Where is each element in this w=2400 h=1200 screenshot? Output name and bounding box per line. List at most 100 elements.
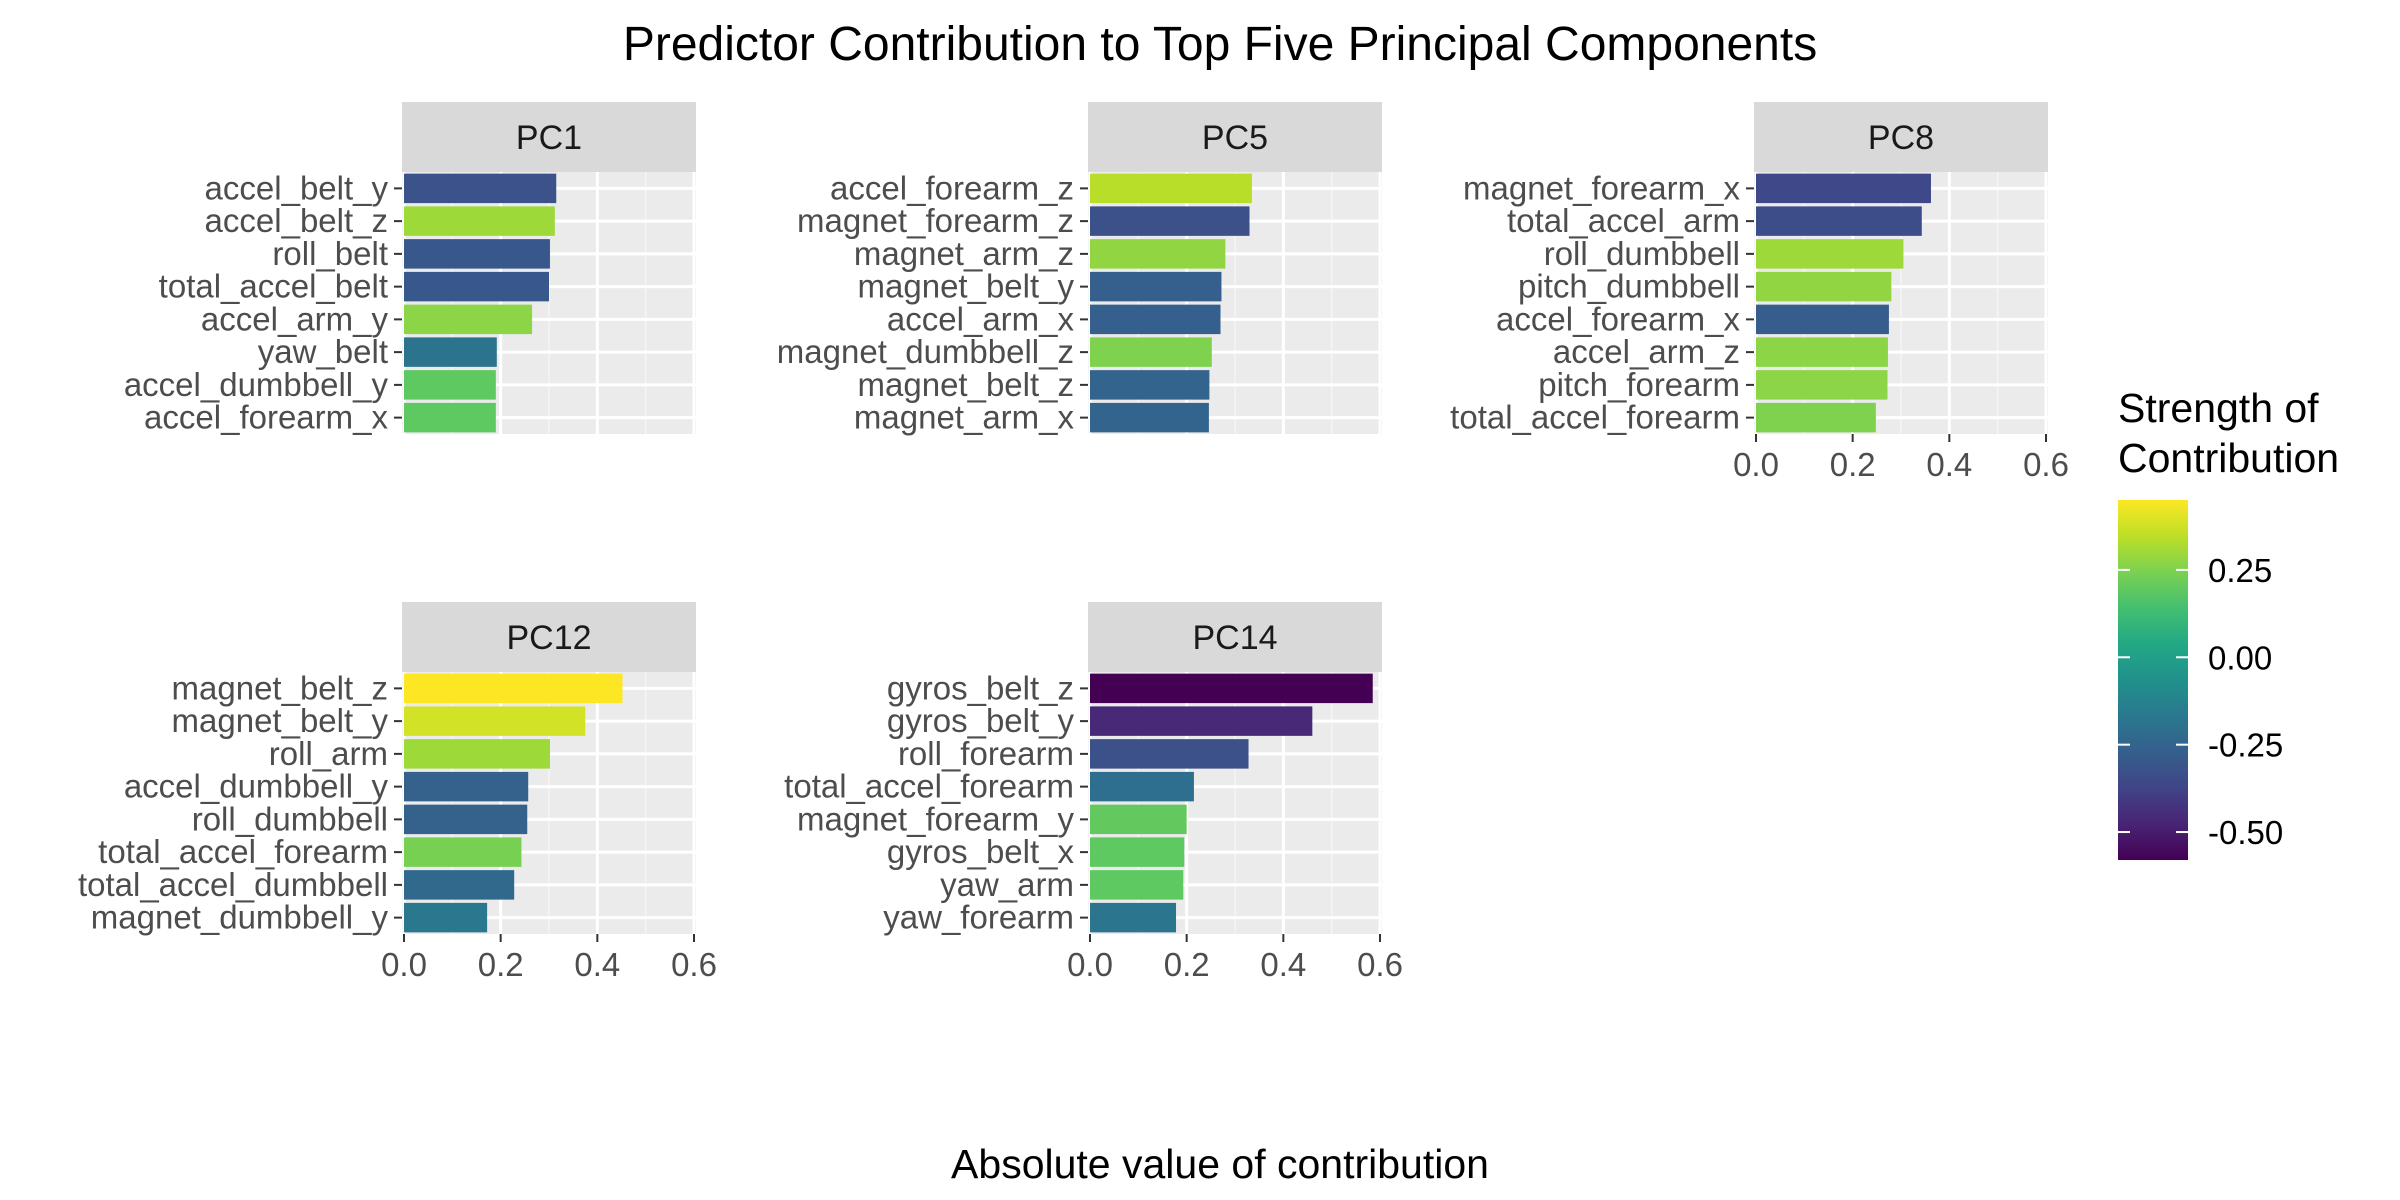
- bar-accel_dumbbell_y: [404, 771, 529, 802]
- facet-strip: [402, 602, 696, 672]
- facet-strip: [402, 102, 696, 172]
- category-label: magnet_belt_y: [858, 268, 1075, 305]
- facet-label: PC1: [516, 119, 582, 157]
- category-label: gyros_belt_x: [887, 833, 1075, 870]
- x-tick-label: 0.2: [1164, 946, 1210, 983]
- category-label: total_accel_forearm: [1450, 399, 1740, 436]
- panel-pc8: PC8 magnet_forearm_xtotal_accel_armroll_d…: [1450, 102, 2069, 483]
- x-tick-label: 0.6: [1357, 946, 1403, 983]
- category-label: magnet_arm_z: [854, 235, 1074, 272]
- colorbar-label: 0.00: [2208, 639, 2272, 676]
- bar-magnet_dumbbell_z: [1090, 337, 1212, 367]
- x-tick-label: 0.2: [1830, 446, 1876, 483]
- category-label: total_accel_forearm: [98, 833, 388, 870]
- category-label: pitch_forearm: [1538, 366, 1740, 403]
- category-label: gyros_belt_z: [887, 669, 1074, 706]
- bar-magnet_forearm_y: [1090, 804, 1187, 835]
- x-tick-label: 0.0: [1733, 446, 1779, 483]
- bar-accel_arm_z: [1756, 337, 1888, 367]
- legend-title: Strength of: [2118, 385, 2319, 431]
- legend-title: Contribution: [2118, 435, 2339, 481]
- x-tick-label: 0.4: [1926, 446, 1972, 483]
- category-label: yaw_belt: [258, 333, 388, 370]
- category-label: magnet_arm_x: [854, 399, 1075, 436]
- bar-total_accel_dumbbell: [404, 870, 515, 900]
- bar-magnet_dumbbell_y: [404, 902, 488, 933]
- x-axis-label: Absolute value of contribution: [951, 1141, 1489, 1187]
- bar-magnet_forearm_z: [1090, 206, 1250, 236]
- bar-roll_arm: [404, 739, 550, 769]
- bar-accel_belt_z: [404, 206, 555, 236]
- bar-roll_belt: [404, 239, 550, 269]
- bar-gyros_belt_y: [1090, 706, 1313, 736]
- colorbar-label: -0.50: [2208, 814, 2283, 851]
- category-label: accel_dumbbell_y: [124, 366, 389, 403]
- colorbar-label: 0.25: [2208, 552, 2272, 589]
- category-label: accel_arm_x: [887, 300, 1075, 337]
- category-label: accel_forearm_x: [1496, 300, 1740, 337]
- facet-strip: [1088, 102, 1382, 172]
- bar-magnet_forearm_x: [1756, 173, 1931, 204]
- x-tick-label: 0.0: [381, 946, 427, 983]
- category-label: accel_arm_y: [201, 300, 389, 337]
- category-label: accel_forearm_z: [830, 169, 1074, 206]
- category-label: roll_forearm: [898, 735, 1074, 772]
- category-label: total_accel_forearm: [784, 768, 1074, 805]
- bar-accel_forearm_x: [404, 402, 496, 433]
- category-label: total_accel_belt: [159, 268, 388, 305]
- bar-total_accel_forearm: [1090, 771, 1194, 802]
- bar-pitch_forearm: [1756, 370, 1888, 400]
- chart-title: Predictor Contribution to Top Five Princ…: [623, 18, 1817, 71]
- bar-magnet_arm_x: [1090, 402, 1209, 433]
- category-label: accel_forearm_x: [144, 399, 388, 436]
- category-label: roll_dumbbell: [192, 800, 388, 837]
- category-label: total_accel_dumbbell: [78, 866, 388, 903]
- bar-accel_arm_x: [1090, 304, 1221, 335]
- bar-pitch_dumbbell: [1756, 271, 1892, 302]
- category-label: magnet_forearm_x: [1463, 169, 1740, 206]
- x-tick-label: 0.6: [671, 946, 717, 983]
- bar-yaw_forearm: [1090, 902, 1177, 933]
- panel-pc14: PC14 gyros_belt_zgyros_belt_yroll_forearm…: [784, 602, 1403, 983]
- category-label: accel_dumbbell_y: [124, 768, 389, 805]
- bar-total_accel_forearm: [1756, 402, 1876, 433]
- bar-accel_arm_y: [404, 304, 533, 335]
- category-label: accel_belt_y: [205, 169, 389, 206]
- facet-label: PC12: [506, 619, 591, 657]
- bar-roll_dumbbell: [1756, 239, 1904, 269]
- facet-label: PC8: [1868, 119, 1934, 157]
- category-label: magnet_belt_z: [172, 669, 388, 706]
- x-tick-label: 0.0: [1067, 946, 1113, 983]
- colorbar-label: -0.25: [2208, 727, 2283, 764]
- category-label: magnet_dumbbell_y: [91, 899, 389, 936]
- x-tick-label: 0.2: [478, 946, 524, 983]
- bar-yaw_belt: [404, 337, 497, 367]
- bar-total_accel_arm: [1756, 206, 1922, 236]
- bar-gyros_belt_z: [1090, 673, 1373, 704]
- bar-accel_forearm_x: [1756, 304, 1889, 335]
- category-label: yaw_forearm: [883, 899, 1074, 936]
- bar-total_accel_belt: [404, 271, 549, 302]
- bar-magnet_belt_y: [1090, 271, 1222, 302]
- bar-magnet_belt_z: [404, 673, 623, 704]
- colorbar: [2118, 500, 2188, 860]
- panel-pc12: PC12 magnet_belt_zmagnet_belt_yroll_armac…: [78, 602, 717, 983]
- facet-label: PC5: [1202, 119, 1268, 157]
- panel-pc1: PC1 accel_belt_yaccel_belt_zroll_belttota…: [124, 102, 696, 436]
- x-tick-label: 0.4: [574, 946, 620, 983]
- bar-total_accel_forearm: [404, 837, 522, 867]
- bar-magnet_arm_z: [1090, 239, 1226, 269]
- panel-pc5: PC5 accel_forearm_zmagnet_forearm_zmagnet…: [777, 102, 1382, 436]
- bar-roll_forearm: [1090, 739, 1249, 769]
- category-label: yaw_arm: [940, 866, 1074, 903]
- facet-strip: [1754, 102, 2048, 172]
- category-label: roll_dumbbell: [1544, 235, 1740, 272]
- category-label: magnet_dumbbell_z: [777, 333, 1074, 370]
- bar-gyros_belt_x: [1090, 837, 1185, 867]
- bar-magnet_belt_y: [404, 706, 586, 736]
- category-label: accel_arm_z: [1553, 333, 1740, 370]
- category-label: total_accel_arm: [1507, 202, 1740, 239]
